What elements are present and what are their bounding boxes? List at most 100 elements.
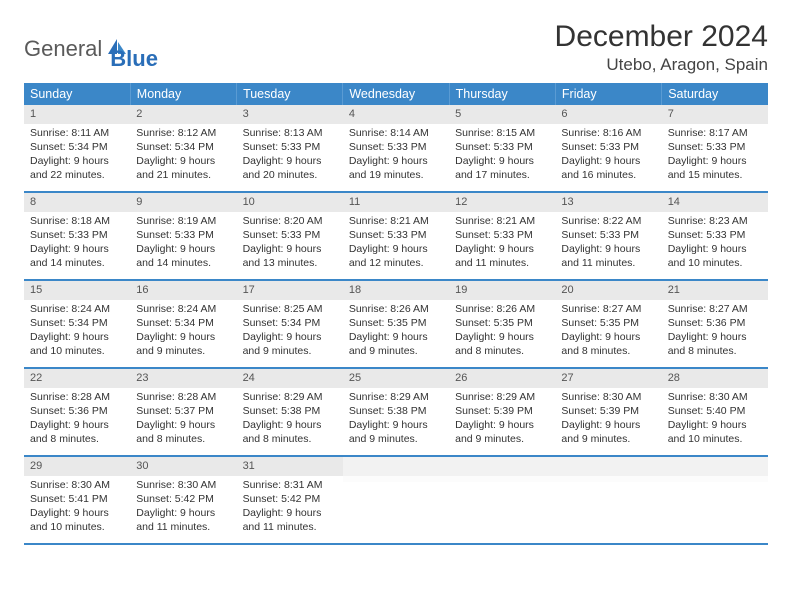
day-cell: 6Sunrise: 8:16 AMSunset: 5:33 PMDaylight… bbox=[555, 105, 661, 192]
day-cell: 27Sunrise: 8:30 AMSunset: 5:39 PMDayligh… bbox=[555, 368, 661, 456]
day-cell: 25Sunrise: 8:29 AMSunset: 5:38 PMDayligh… bbox=[343, 368, 449, 456]
day-body: Sunrise: 8:28 AMSunset: 5:37 PMDaylight:… bbox=[130, 388, 236, 451]
sunset-line: Sunset: 5:39 PM bbox=[455, 404, 549, 418]
day-body: Sunrise: 8:14 AMSunset: 5:33 PMDaylight:… bbox=[343, 124, 449, 187]
day-cell: 20Sunrise: 8:27 AMSunset: 5:35 PMDayligh… bbox=[555, 280, 661, 368]
daylight-line: Daylight: 9 hours and 9 minutes. bbox=[349, 418, 443, 446]
weekday-header: Sunday bbox=[24, 83, 130, 105]
day-body: Sunrise: 8:24 AMSunset: 5:34 PMDaylight:… bbox=[130, 300, 236, 363]
sunset-line: Sunset: 5:38 PM bbox=[243, 404, 337, 418]
week-row: 8Sunrise: 8:18 AMSunset: 5:33 PMDaylight… bbox=[24, 192, 768, 280]
daylight-line: Daylight: 9 hours and 8 minutes. bbox=[136, 418, 230, 446]
sunset-line: Sunset: 5:38 PM bbox=[349, 404, 443, 418]
day-number: 15 bbox=[24, 281, 130, 300]
day-body-empty bbox=[555, 476, 661, 482]
weekday-header: Thursday bbox=[449, 83, 555, 105]
day-number: 27 bbox=[555, 369, 661, 388]
calendar-table: Sunday Monday Tuesday Wednesday Thursday… bbox=[24, 83, 768, 545]
daylight-line: Daylight: 9 hours and 21 minutes. bbox=[136, 154, 230, 182]
sunset-line: Sunset: 5:34 PM bbox=[136, 140, 230, 154]
day-number: 14 bbox=[662, 193, 768, 212]
daylight-line: Daylight: 9 hours and 8 minutes. bbox=[561, 330, 655, 358]
sunrise-line: Sunrise: 8:29 AM bbox=[243, 390, 337, 404]
week-row: 29Sunrise: 8:30 AMSunset: 5:41 PMDayligh… bbox=[24, 456, 768, 544]
daylight-line: Daylight: 9 hours and 11 minutes. bbox=[455, 242, 549, 270]
day-cell bbox=[449, 456, 555, 544]
sunset-line: Sunset: 5:33 PM bbox=[561, 228, 655, 242]
sunrise-line: Sunrise: 8:21 AM bbox=[349, 214, 443, 228]
sunrise-line: Sunrise: 8:20 AM bbox=[243, 214, 337, 228]
weekday-header: Friday bbox=[555, 83, 661, 105]
day-cell: 23Sunrise: 8:28 AMSunset: 5:37 PMDayligh… bbox=[130, 368, 236, 456]
daylight-line: Daylight: 9 hours and 10 minutes. bbox=[668, 242, 762, 270]
daylight-line: Daylight: 9 hours and 10 minutes. bbox=[30, 330, 124, 358]
sunrise-line: Sunrise: 8:29 AM bbox=[349, 390, 443, 404]
week-row: 22Sunrise: 8:28 AMSunset: 5:36 PMDayligh… bbox=[24, 368, 768, 456]
sunset-line: Sunset: 5:34 PM bbox=[30, 316, 124, 330]
day-number-empty bbox=[343, 457, 449, 476]
sunset-line: Sunset: 5:33 PM bbox=[349, 140, 443, 154]
title-block: December 2024 Utebo, Aragon, Spain bbox=[555, 20, 768, 75]
daylight-line: Daylight: 9 hours and 17 minutes. bbox=[455, 154, 549, 182]
daylight-line: Daylight: 9 hours and 11 minutes. bbox=[136, 506, 230, 534]
header: General Blue December 2024 Utebo, Aragon… bbox=[24, 20, 768, 75]
sunset-line: Sunset: 5:35 PM bbox=[455, 316, 549, 330]
week-row: 15Sunrise: 8:24 AMSunset: 5:34 PMDayligh… bbox=[24, 280, 768, 368]
day-cell: 11Sunrise: 8:21 AMSunset: 5:33 PMDayligh… bbox=[343, 192, 449, 280]
day-body: Sunrise: 8:26 AMSunset: 5:35 PMDaylight:… bbox=[449, 300, 555, 363]
daylight-line: Daylight: 9 hours and 20 minutes. bbox=[243, 154, 337, 182]
sunrise-line: Sunrise: 8:31 AM bbox=[243, 478, 337, 492]
day-body: Sunrise: 8:16 AMSunset: 5:33 PMDaylight:… bbox=[555, 124, 661, 187]
day-body: Sunrise: 8:19 AMSunset: 5:33 PMDaylight:… bbox=[130, 212, 236, 275]
day-body: Sunrise: 8:26 AMSunset: 5:35 PMDaylight:… bbox=[343, 300, 449, 363]
sunset-line: Sunset: 5:33 PM bbox=[668, 140, 762, 154]
day-cell: 9Sunrise: 8:19 AMSunset: 5:33 PMDaylight… bbox=[130, 192, 236, 280]
day-cell: 21Sunrise: 8:27 AMSunset: 5:36 PMDayligh… bbox=[662, 280, 768, 368]
sunset-line: Sunset: 5:35 PM bbox=[349, 316, 443, 330]
sunset-line: Sunset: 5:33 PM bbox=[668, 228, 762, 242]
sunrise-line: Sunrise: 8:22 AM bbox=[561, 214, 655, 228]
day-cell: 8Sunrise: 8:18 AMSunset: 5:33 PMDaylight… bbox=[24, 192, 130, 280]
day-number: 3 bbox=[237, 105, 343, 124]
day-number: 22 bbox=[24, 369, 130, 388]
sunrise-line: Sunrise: 8:27 AM bbox=[561, 302, 655, 316]
day-cell: 14Sunrise: 8:23 AMSunset: 5:33 PMDayligh… bbox=[662, 192, 768, 280]
daylight-line: Daylight: 9 hours and 13 minutes. bbox=[243, 242, 337, 270]
day-number: 21 bbox=[662, 281, 768, 300]
daylight-line: Daylight: 9 hours and 16 minutes. bbox=[561, 154, 655, 182]
sunrise-line: Sunrise: 8:26 AM bbox=[455, 302, 549, 316]
day-number-empty bbox=[449, 457, 555, 476]
day-cell bbox=[555, 456, 661, 544]
sunset-line: Sunset: 5:39 PM bbox=[561, 404, 655, 418]
day-cell: 13Sunrise: 8:22 AMSunset: 5:33 PMDayligh… bbox=[555, 192, 661, 280]
day-cell: 5Sunrise: 8:15 AMSunset: 5:33 PMDaylight… bbox=[449, 105, 555, 192]
daylight-line: Daylight: 9 hours and 10 minutes. bbox=[668, 418, 762, 446]
sunrise-line: Sunrise: 8:13 AM bbox=[243, 126, 337, 140]
sunset-line: Sunset: 5:34 PM bbox=[30, 140, 124, 154]
day-number: 18 bbox=[343, 281, 449, 300]
day-number: 9 bbox=[130, 193, 236, 212]
day-cell: 2Sunrise: 8:12 AMSunset: 5:34 PMDaylight… bbox=[130, 105, 236, 192]
day-body: Sunrise: 8:18 AMSunset: 5:33 PMDaylight:… bbox=[24, 212, 130, 275]
daylight-line: Daylight: 9 hours and 8 minutes. bbox=[455, 330, 549, 358]
day-body: Sunrise: 8:30 AMSunset: 5:39 PMDaylight:… bbox=[555, 388, 661, 451]
day-number: 30 bbox=[130, 457, 236, 476]
day-cell: 19Sunrise: 8:26 AMSunset: 5:35 PMDayligh… bbox=[449, 280, 555, 368]
day-body: Sunrise: 8:27 AMSunset: 5:35 PMDaylight:… bbox=[555, 300, 661, 363]
day-number-empty bbox=[555, 457, 661, 476]
sunrise-line: Sunrise: 8:27 AM bbox=[668, 302, 762, 316]
daylight-line: Daylight: 9 hours and 8 minutes. bbox=[668, 330, 762, 358]
daylight-line: Daylight: 9 hours and 12 minutes. bbox=[349, 242, 443, 270]
sunrise-line: Sunrise: 8:30 AM bbox=[136, 478, 230, 492]
day-cell: 7Sunrise: 8:17 AMSunset: 5:33 PMDaylight… bbox=[662, 105, 768, 192]
day-number: 16 bbox=[130, 281, 236, 300]
day-cell: 28Sunrise: 8:30 AMSunset: 5:40 PMDayligh… bbox=[662, 368, 768, 456]
sunrise-line: Sunrise: 8:15 AM bbox=[455, 126, 549, 140]
sunset-line: Sunset: 5:34 PM bbox=[136, 316, 230, 330]
day-number: 6 bbox=[555, 105, 661, 124]
day-number: 1 bbox=[24, 105, 130, 124]
day-body: Sunrise: 8:25 AMSunset: 5:34 PMDaylight:… bbox=[237, 300, 343, 363]
day-number: 4 bbox=[343, 105, 449, 124]
logo-text-blue: Blue bbox=[110, 46, 158, 72]
sunrise-line: Sunrise: 8:28 AM bbox=[30, 390, 124, 404]
